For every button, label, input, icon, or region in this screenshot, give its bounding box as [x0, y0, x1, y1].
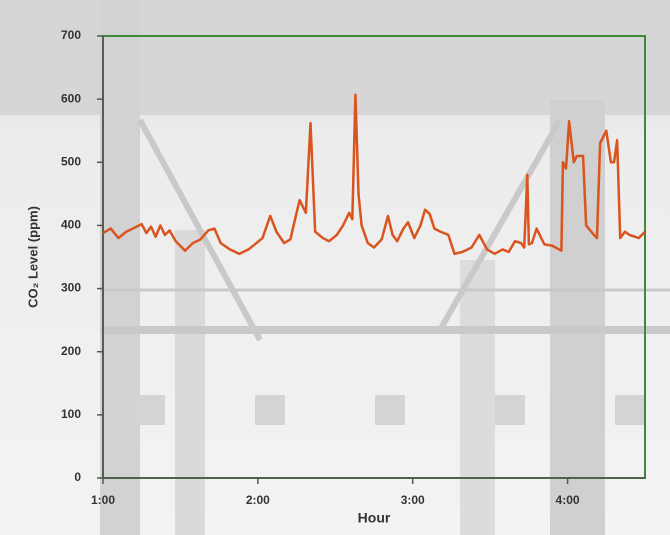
x-tick-label: 3:00 — [401, 493, 425, 507]
y-tick-label: 400 — [61, 218, 81, 232]
y-axis-label: CO₂ Level (ppm) — [25, 206, 40, 308]
x-axis-label: Hour — [358, 510, 391, 526]
y-tick-label: 300 — [61, 281, 81, 295]
y-tick-label: 100 — [61, 407, 81, 421]
x-tick-label: 4:00 — [556, 493, 580, 507]
x-tick-label: 1:00 — [91, 493, 115, 507]
chart: Hour CO₂ Level (ppm) 0 100 200 300 400 500 600… — [0, 0, 670, 535]
y-tick-label: 700 — [61, 28, 81, 42]
y-tick-label: 600 — [61, 91, 81, 105]
y-tick-label: 0 — [74, 470, 81, 484]
y-tick-label: 200 — [61, 344, 81, 358]
x-tick-label: 2:00 — [246, 493, 270, 507]
y-tick-label: 500 — [61, 154, 81, 168]
